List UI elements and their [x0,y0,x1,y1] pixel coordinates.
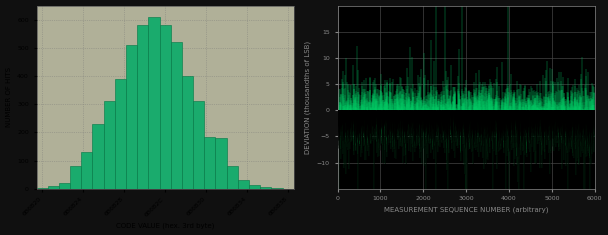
Bar [36,188,47,189]
Bar [103,102,115,189]
Bar [283,188,294,189]
Bar [215,138,227,189]
Bar [70,166,81,189]
Bar [260,187,271,189]
Bar [193,102,204,189]
Bar [182,76,193,189]
Bar [249,185,260,189]
Bar [137,25,148,189]
Bar [59,183,70,189]
Bar [148,17,159,189]
Bar [204,137,215,189]
Bar [92,124,103,189]
Y-axis label: DEVIATION (thousandths of LSB): DEVIATION (thousandths of LSB) [305,41,311,154]
Bar [47,186,59,189]
Bar [115,79,126,189]
X-axis label: CODE VALUE (hex. 3rd byte): CODE VALUE (hex. 3rd byte) [116,223,214,229]
Bar [171,42,182,189]
Bar [227,166,238,189]
Y-axis label: NUMBER OF HITS: NUMBER OF HITS [5,67,12,127]
Bar [271,188,283,189]
X-axis label: MEASUREMENT SEQUENCE NUMBER (arbitrary): MEASUREMENT SEQUENCE NUMBER (arbitrary) [384,207,548,213]
Bar [159,25,171,189]
Bar [126,45,137,189]
Bar [238,180,249,189]
Bar [81,152,92,189]
